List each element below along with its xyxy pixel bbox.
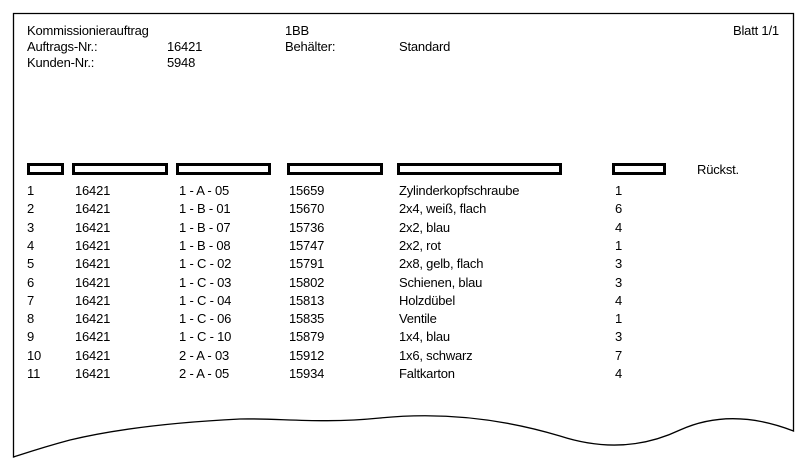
row-storage-location: 1 - C - 02 [179, 256, 232, 272]
row-position: 8 [27, 311, 35, 327]
table-row: 8 16421 1 - C - 06 15835 Ventile 1 [0, 309, 808, 328]
table-row: 7 16421 1 - C - 04 15813 Holzdübel 4 [0, 291, 808, 310]
row-article-number: 15802 [289, 274, 325, 290]
sheet-number: Blatt 1/1 [733, 23, 779, 38]
container-label: Behälter: [285, 39, 336, 54]
row-quantity: 4 [615, 219, 623, 235]
row-article-number: 15879 [289, 329, 325, 345]
row-order-number: 16421 [75, 201, 111, 217]
row-quantity: 3 [615, 274, 623, 290]
row-position: 9 [27, 329, 35, 345]
row-quantity: 3 [615, 256, 623, 272]
row-article-number: 15912 [289, 347, 325, 363]
row-description: 2x8, gelb, flach [399, 256, 484, 272]
column-header-article [287, 163, 383, 175]
row-position: 1 [27, 183, 35, 198]
row-storage-location: 1 - A - 05 [179, 183, 230, 198]
row-order-number: 16421 [75, 256, 111, 272]
row-article-number: 15736 [289, 219, 325, 235]
table-row: 1 16421 1 - A - 05 15659 Zylinderkopfschraub… [0, 181, 808, 200]
row-quantity: 1 [615, 183, 623, 198]
customer-number-label: Kunden-Nr.: [27, 55, 95, 70]
order-number-value: 16421 [167, 39, 203, 54]
table-row: 4 16421 1 - B - 08 15747 2x2, rot 1 [0, 236, 808, 255]
table-row: 5 16421 1 - C - 02 15791 2x8, gelb, flach 3 [0, 254, 808, 273]
order-code: 1BB [285, 23, 309, 38]
table-row: 3 16421 1 - B - 07 15736 2x2, blau 4 [0, 218, 808, 237]
row-position: 6 [27, 274, 35, 290]
row-order-number: 16421 [75, 183, 111, 198]
row-storage-location: 1 - C - 10 [179, 329, 232, 345]
row-quantity: 3 [615, 329, 623, 345]
table-row: 6 16421 1 - C - 03 15802 Schienen, blau 3 [0, 273, 808, 292]
row-position: 2 [27, 201, 35, 217]
row-article-number: 15659 [289, 183, 325, 198]
container-value: Standard [399, 39, 451, 54]
row-article-number: 15835 [289, 311, 325, 327]
row-storage-location: 1 - C - 03 [179, 274, 232, 290]
row-description: Ventile [399, 311, 437, 327]
row-position: 5 [27, 256, 35, 272]
row-quantity: 4 [615, 292, 623, 308]
column-header-position [27, 163, 64, 175]
row-description: Zylinderkopfschraube [399, 183, 520, 198]
row-description: 2x2, blau [399, 219, 450, 235]
row-position: 3 [27, 219, 35, 235]
row-order-number: 16421 [75, 219, 111, 235]
table-row: 2 16421 1 - B - 01 15670 2x4, weiß, flach 6 [0, 199, 808, 218]
row-storage-location: 1 - C - 04 [179, 292, 232, 308]
column-header-backorder: Rückst. [697, 162, 739, 177]
row-order-number: 16421 [75, 329, 111, 345]
row-article-number: 15813 [289, 292, 325, 308]
row-description: Schienen, blau [399, 274, 483, 290]
row-article-number: 15670 [289, 201, 325, 217]
row-description: 1x6, schwarz [399, 347, 473, 363]
row-article-number: 15934 [289, 366, 325, 381]
column-header-quantity [612, 163, 666, 175]
row-description: 1x4, blau [399, 329, 450, 345]
table-row: 11 16421 2 - A - 05 15934 Faltkarton 4 [0, 364, 808, 383]
row-position: 10 [27, 347, 42, 363]
row-storage-location: 1 - C - 06 [179, 311, 232, 327]
row-order-number: 16421 [75, 274, 111, 290]
row-order-number: 16421 [75, 366, 111, 381]
row-quantity: 7 [615, 347, 623, 363]
column-header-location [176, 163, 271, 175]
row-storage-location: 1 - B - 01 [179, 201, 231, 217]
row-article-number: 15791 [289, 256, 325, 272]
row-position: 11 [27, 366, 41, 381]
row-article-number: 15747 [289, 237, 325, 253]
row-storage-location: 2 - A - 03 [179, 347, 230, 363]
row-quantity: 1 [615, 311, 623, 327]
row-description: 2x2, rot [399, 237, 441, 253]
row-storage-location: 1 - B - 07 [179, 219, 231, 235]
column-header-order [72, 163, 168, 175]
row-order-number: 16421 [75, 347, 111, 363]
row-order-number: 16421 [75, 311, 111, 327]
row-quantity: 6 [615, 201, 623, 217]
document-type: Kommissionierauftrag [27, 23, 149, 38]
order-number-label: Auftrags-Nr.: [27, 39, 98, 54]
table-row: 10 16421 2 - A - 03 15912 1x6, schwarz 7 [0, 346, 808, 365]
row-storage-location: 2 - A - 05 [179, 366, 230, 381]
row-order-number: 16421 [75, 292, 111, 308]
row-position: 7 [27, 292, 35, 308]
row-order-number: 16421 [75, 237, 111, 253]
row-description: Faltkarton [399, 366, 455, 381]
row-description: Holzdübel [399, 292, 456, 308]
column-header-description [397, 163, 562, 175]
row-description: 2x4, weiß, flach [399, 201, 487, 217]
customer-number-value: 5948 [167, 55, 196, 70]
row-quantity: 1 [615, 237, 623, 253]
table-row: 9 16421 1 - C - 10 15879 1x4, blau 3 [0, 327, 808, 346]
row-quantity: 4 [615, 366, 623, 381]
row-position: 4 [27, 237, 35, 253]
row-storage-location: 1 - B - 08 [179, 237, 231, 253]
